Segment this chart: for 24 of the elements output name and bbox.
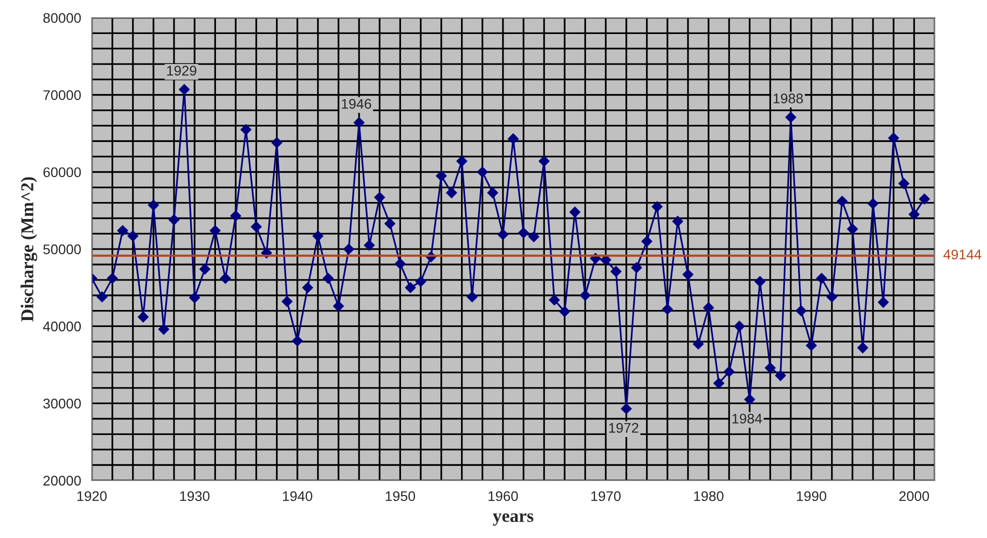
ref-line-label: 49144 (943, 250, 982, 260)
annotation: 1988 (774, 94, 803, 104)
y-tick-label: 30000 (43, 398, 81, 408)
annotation: 1972 (609, 422, 638, 433)
x-tick-label: 1980 (694, 491, 724, 502)
x-tick-label: 1930 (180, 491, 210, 502)
y-tick-label: 70000 (43, 90, 81, 100)
x-axis-title: years (492, 513, 534, 526)
x-tick-label: 1970 (591, 491, 621, 502)
x-tick-label: 1920 (77, 491, 107, 502)
y-tick-label: 20000 (43, 476, 81, 486)
annotation: 1929 (167, 66, 196, 76)
x-tick-label: 1940 (282, 491, 312, 502)
annotation: 1984 (732, 414, 762, 424)
x-tick-label: 1990 (796, 491, 826, 502)
y-tick-label: 40000 (43, 322, 81, 332)
y-axis-title: Discharge (Mm^2) (20, 177, 38, 322)
y-tick-label: 80000 (43, 13, 81, 23)
annotation: 1946 (342, 98, 372, 109)
x-tick-label: 1950 (386, 491, 416, 502)
y-tick-label: 50000 (43, 244, 81, 254)
x-tick-label: 1960 (488, 491, 518, 502)
x-tick-label: 2000 (899, 491, 930, 502)
y-tick-label: 60000 (43, 167, 81, 178)
